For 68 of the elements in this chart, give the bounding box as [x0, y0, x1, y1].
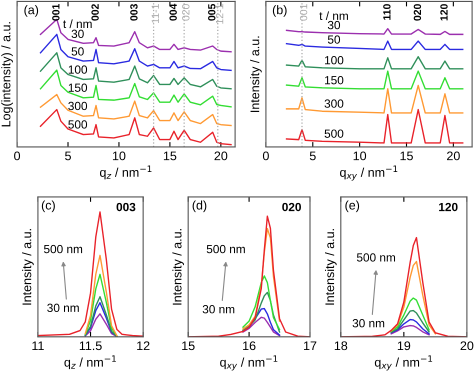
annotation: 001	[52, 4, 60, 21]
text: 120	[440, 4, 448, 20]
x-tick-label: 15	[400, 152, 413, 160]
series-label: 150	[68, 84, 88, 92]
y-axis-title: Intensity / a.u.	[172, 229, 184, 305]
x-axis-title: q$_{xy}$ / nm$^{−1}$	[220, 355, 278, 370]
x-tick-label: 10	[112, 151, 126, 160]
x-tick-label: 5	[310, 152, 316, 160]
series-label: 500	[68, 120, 88, 129]
annotation: 12-1	[216, 4, 224, 24]
x-tick-label: 12	[137, 341, 150, 350]
series-label: 500	[324, 129, 344, 138]
x-tick-label: 16	[243, 341, 256, 350]
series-label: 150	[325, 76, 344, 84]
chart-title: (a)	[24, 5, 38, 17]
x-tick-label: 20	[214, 151, 228, 160]
annotation: 30 nm	[47, 304, 79, 312]
x-tick-label: 11	[32, 341, 44, 350]
text: 020	[282, 202, 301, 212]
text: 110	[383, 4, 391, 20]
annotation: 020	[182, 4, 190, 21]
annotation: 005	[208, 4, 216, 21]
x-tick-label: 18	[334, 341, 348, 350]
chart-title: (b)	[272, 5, 287, 17]
x-axis-title: q$_{z}$ / nm$^{−1}$	[64, 355, 116, 370]
series-label: 300	[68, 102, 88, 110]
y-axis-title: Intensity / a.u.	[22, 229, 34, 305]
annotation: 30 nm	[202, 305, 234, 314]
text: 003	[116, 202, 136, 212]
x-tick-label: 0	[14, 151, 20, 160]
series-label: 100	[325, 56, 344, 64]
annotation: 004	[169, 4, 177, 21]
annotation: 30 nm	[352, 319, 384, 328]
chart-title: (c)	[42, 200, 55, 212]
x-tick-label: 19	[398, 341, 410, 350]
x-tick-label: 0	[262, 151, 269, 160]
annotation: 500 nm	[44, 244, 82, 254]
chart-title: (e)	[345, 200, 360, 212]
x-tick-label: 15	[164, 152, 176, 160]
legend-title: t / nm	[319, 11, 348, 20]
legend-title: t / nm	[63, 19, 92, 28]
y-axis-title: Intensity / a.u.	[250, 36, 262, 112]
x-tick-label: 20	[460, 341, 474, 350]
series-label: 30	[328, 20, 340, 30]
x-tick-label: 20	[447, 151, 460, 160]
y-axis-title: Intensity / a.u.	[324, 229, 337, 305]
x-tick-label: 17	[304, 341, 316, 350]
annotation: 002	[91, 4, 99, 21]
series-label: 30	[72, 30, 84, 38]
y-axis-title: Log(intensity) / a.u.	[1, 22, 13, 126]
series-label: 50	[72, 47, 84, 56]
series-label: 100	[68, 65, 88, 74]
text: 120	[439, 202, 458, 212]
series-label: 50	[328, 35, 340, 44]
x-tick-label: 15	[182, 341, 195, 350]
x-tick-label: 11.5	[80, 341, 102, 350]
x-axis-title: q$_{xy}$ / nm$^{−1}$	[340, 166, 398, 181]
annotation: 11-1	[152, 4, 159, 23]
series-label: 300	[324, 99, 344, 108]
chart-title: (d)	[192, 200, 206, 212]
annotation: 500 nm	[356, 253, 396, 262]
x-axis-title: q$_{z}$ / nm$^{−1}$	[100, 166, 152, 180]
x-tick-label: 10	[354, 151, 366, 160]
x-tick-label: 5	[65, 152, 71, 160]
text: 020	[414, 4, 422, 21]
x-axis-title: q$_{xy}$ / nm$^{−1}$	[374, 355, 432, 370]
annotation: 003	[130, 4, 138, 21]
annotation: 500 nm	[206, 244, 245, 254]
